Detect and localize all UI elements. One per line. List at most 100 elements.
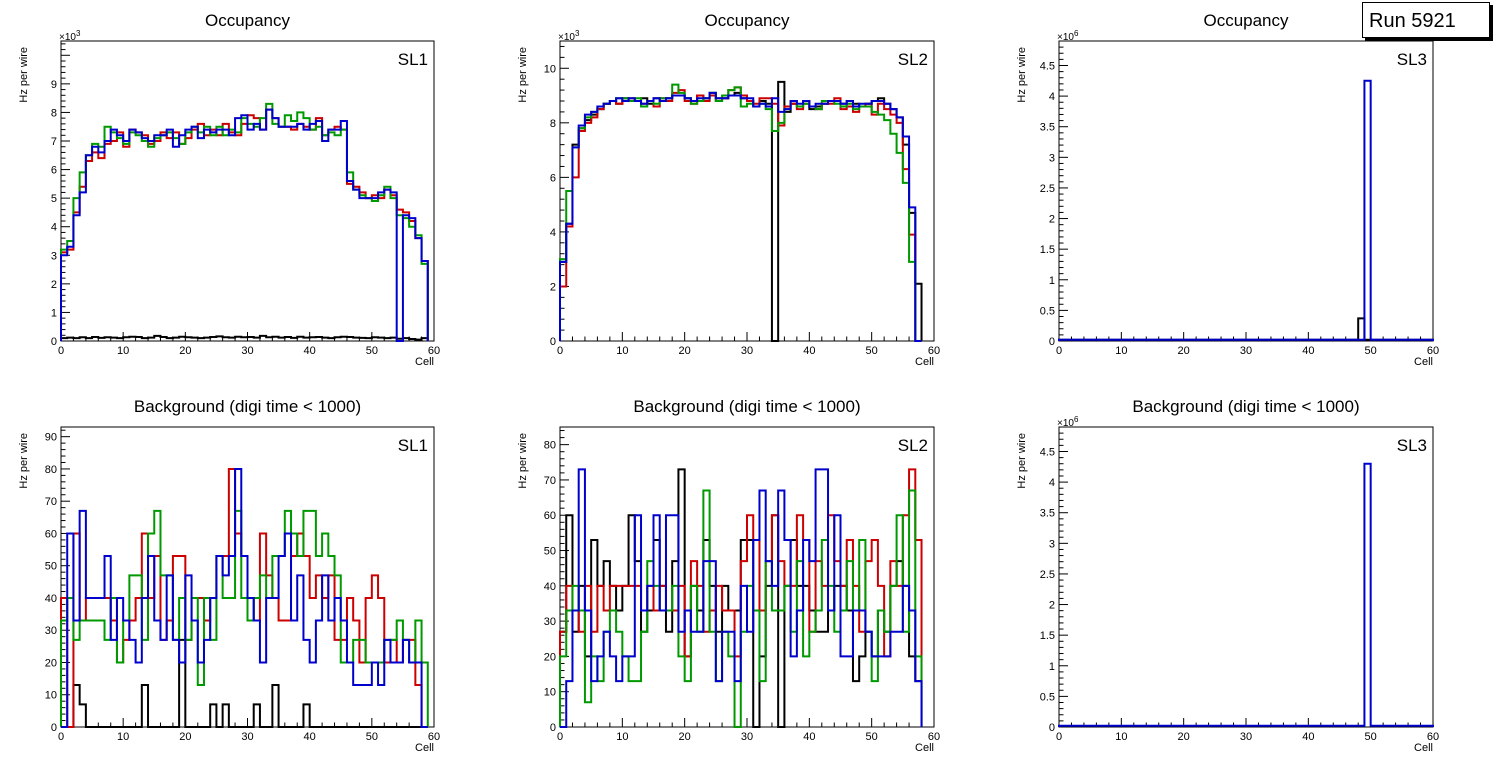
x-tick-label: 50 (1365, 731, 1377, 743)
chart-panel: Occupancy 0 10 20 30 40 50 60 0 2 4 6 8 10 ×103 Cell Hz … (517, 11, 940, 368)
y-tick-label: 30 (45, 625, 57, 637)
y-tick-label: 1 (1049, 661, 1055, 673)
y-tick-label: 60 (544, 510, 556, 522)
chart-title: Background (digi time < 1000) (633, 397, 860, 416)
histogram-series-layer-blue (1058, 462, 1434, 727)
y-tick-label: 4.5 (1040, 446, 1055, 458)
x-axis-label: Cell (915, 356, 934, 368)
y-exponent-power: 6 (1074, 29, 1079, 38)
y-tick-label: 4 (1049, 91, 1055, 103)
x-tick-label: 20 (679, 731, 691, 743)
x-tick-label: 20 (179, 731, 191, 743)
y-axis-label: Hz per wire (18, 47, 30, 103)
x-tick-label: 10 (616, 731, 628, 743)
y-tick-label: 10 (544, 687, 556, 699)
x-tick-label: 30 (741, 345, 753, 357)
histogram-series-layer-black (559, 80, 923, 342)
y-tick-label: 10 (45, 690, 57, 702)
y-exponent-label: ×103 (558, 29, 580, 43)
y-tick-label: 0 (550, 336, 556, 348)
run-label: Run 5921 (1369, 10, 1456, 32)
x-tick-label: 10 (1115, 731, 1127, 743)
superlayer-label: SL2 (898, 436, 928, 455)
y-tick-label: 20 (544, 651, 556, 663)
histogram-series-layer-red (559, 86, 922, 342)
y-tick-label: 9 (51, 79, 57, 91)
x-tick-label: 40 (803, 345, 815, 357)
y-tick-label: 50 (544, 546, 556, 558)
y-exponent-base: ×10 (1057, 32, 1074, 43)
y-tick-label: 0 (51, 336, 57, 348)
x-tick-label: 60 (1427, 731, 1439, 743)
plot-frame (60, 40, 435, 342)
y-axis-label: Hz per wire (517, 433, 529, 489)
run-label-box: Run 5921 (1362, 2, 1490, 38)
x-tick-label: 0 (1056, 731, 1062, 743)
x-tick-label: 0 (557, 731, 563, 743)
chart-panel: Background (digi time < 1000)0 10 20 30 40 50… (1016, 397, 1439, 754)
x-tick-label: 10 (117, 345, 129, 357)
histogram-series-layer-red (60, 108, 429, 341)
superlayer-label: SL1 (398, 50, 428, 69)
x-tick-label: 0 (1056, 345, 1062, 357)
chart-panel: Background (digi time < 1000)0 10 20 30 40 50… (517, 397, 940, 754)
histogram-series-layer-blue (1058, 79, 1434, 341)
superlayer-label: SL3 (1397, 436, 1427, 455)
y-axis-label: Hz per wire (1016, 433, 1028, 489)
y-tick-label: 30 (544, 616, 556, 628)
x-tick-label: 60 (428, 731, 440, 743)
plot-frame (1058, 40, 1434, 342)
y-tick-label: 1 (1049, 275, 1055, 287)
y-tick-label: 50 (45, 561, 57, 573)
x-tick-label: 20 (179, 345, 191, 357)
y-tick-label: 40 (45, 593, 57, 605)
y-tick-label: 10 (544, 63, 556, 75)
x-tick-label: 20 (679, 345, 691, 357)
y-tick-label: 2 (1049, 600, 1055, 612)
y-exponent-label: ×103 (59, 29, 81, 43)
chart-panel: Background (digi time < 1000)0 10 20 30 40 50… (18, 397, 440, 754)
x-tick-label: 10 (616, 345, 628, 357)
x-tick-label: 60 (428, 345, 440, 357)
y-exponent-base: ×10 (1057, 418, 1074, 429)
y-exponent-power: 6 (1074, 415, 1079, 424)
y-tick-label: 60 (45, 528, 57, 540)
y-tick-label: 0 (51, 722, 57, 734)
y-tick-label: 4.5 (1040, 60, 1055, 72)
y-tick-label: 3 (51, 250, 57, 262)
histogram-series-layer-blue (61, 467, 428, 728)
chart-panel: Occupancy 0 10 20 30 40 50 60 0 0.5 1 1.5 2 2.5 3 3.5 4 4… (1016, 11, 1439, 368)
superlayer-label: SL2 (898, 50, 928, 69)
x-tick-label: 40 (1302, 345, 1314, 357)
y-tick-label: 2.5 (1040, 183, 1055, 195)
y-tick-label: 70 (45, 496, 57, 508)
plot-frame (1058, 426, 1434, 728)
y-axis-label: Hz per wire (517, 47, 529, 103)
x-tick-label: 30 (241, 731, 253, 743)
x-tick-label: 0 (58, 345, 64, 357)
y-tick-label: 4 (1049, 477, 1055, 489)
x-tick-label: 30 (1240, 345, 1252, 357)
y-tick-label: 20 (45, 657, 57, 669)
x-tick-label: 60 (1427, 345, 1439, 357)
y-tick-label: 4 (51, 222, 57, 234)
x-tick-label: 60 (928, 345, 940, 357)
y-tick-label: 5 (51, 193, 57, 205)
x-tick-label: 10 (117, 731, 129, 743)
y-tick-label: 3 (1049, 538, 1055, 550)
y-tick-label: 6 (550, 172, 556, 184)
y-tick-label: 1.5 (1040, 630, 1055, 642)
y-tick-label: 0 (1049, 336, 1055, 348)
y-tick-label: 1.5 (1040, 244, 1055, 256)
y-axis-label: Hz per wire (18, 433, 30, 489)
y-tick-label: 0.5 (1040, 691, 1055, 703)
x-tick-label: 30 (1240, 731, 1252, 743)
histogram-series-layer-blue (560, 468, 923, 728)
y-tick-label: 2 (1049, 214, 1055, 226)
y-tick-label: 8 (51, 107, 57, 119)
x-tick-label: 50 (366, 345, 378, 357)
x-tick-label: 0 (58, 731, 64, 743)
x-tick-label: 40 (1302, 731, 1314, 743)
superlayer-label: SL3 (1397, 50, 1427, 69)
